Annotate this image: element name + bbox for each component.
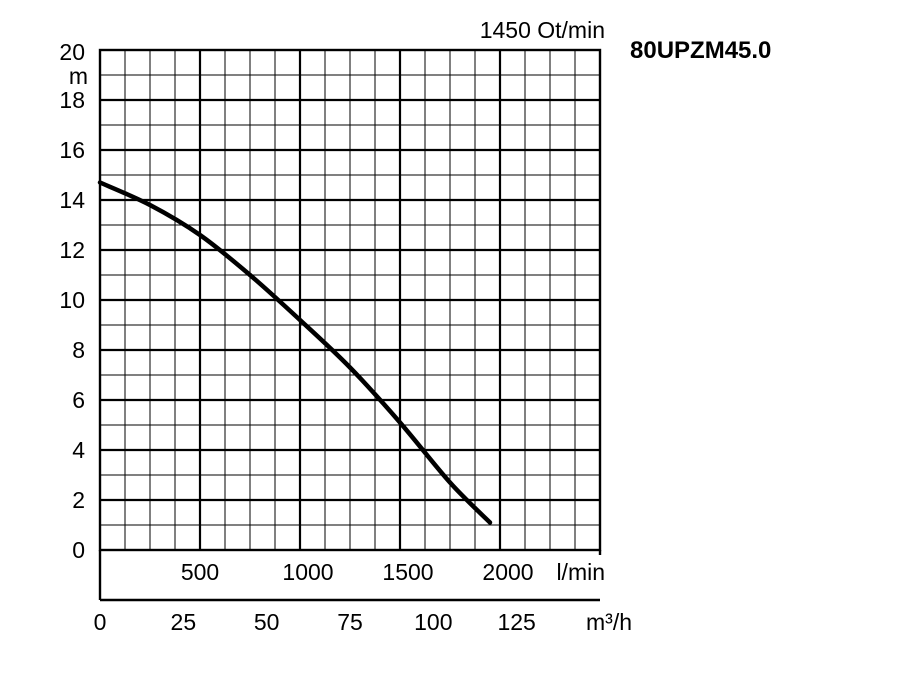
x-tick-label-lmin: 1500 [382,559,433,585]
y-tick-label: 10 [59,287,85,313]
x-tick-label-m3h: 100 [414,609,452,635]
y-tick-label: 8 [72,337,85,363]
x-tick-label-m3h: 125 [497,609,535,635]
chart-title: 80UPZM45.0 [630,37,771,64]
x-tick-label-lmin: 2000 [482,559,533,585]
flow-axis-panel [98,550,602,602]
x-axis-unit-m3h: m³/h [586,609,632,635]
y-tick-label: 0 [72,537,85,563]
head-flow-curve [97,180,493,525]
plot-frame [98,48,602,552]
y-axis-unit: m [69,63,88,89]
x-tick-label-lmin: 500 [181,559,219,585]
x-axis-tick-labels: 500 1000 1500 2000 0 25 50 75 100 125 [94,559,536,635]
y-tick-label: 20 [59,39,85,65]
y-axis-tick-labels: 0 2 4 6 8 10 12 14 16 18 20 [59,39,85,563]
x-tick-label-m3h: 50 [254,609,280,635]
y-tick-label: 2 [72,487,85,513]
x-tick-label-m3h: 25 [171,609,197,635]
y-tick-label: 12 [59,237,85,263]
y-tick-label: 6 [72,387,85,413]
speed-label: 1450 Ot/min [480,17,605,43]
y-tick-label: 4 [72,437,85,463]
x-tick-label-m3h: 0 [94,609,107,635]
y-tick-label: 18 [59,87,85,113]
x-tick-label-m3h: 75 [337,609,363,635]
x-axis-unit-lmin: l/min [556,559,605,585]
y-tick-label: 16 [59,137,85,163]
y-tick-label: 14 [59,187,85,213]
chart-grid [100,50,600,550]
x-tick-label-lmin: 1000 [282,559,333,585]
